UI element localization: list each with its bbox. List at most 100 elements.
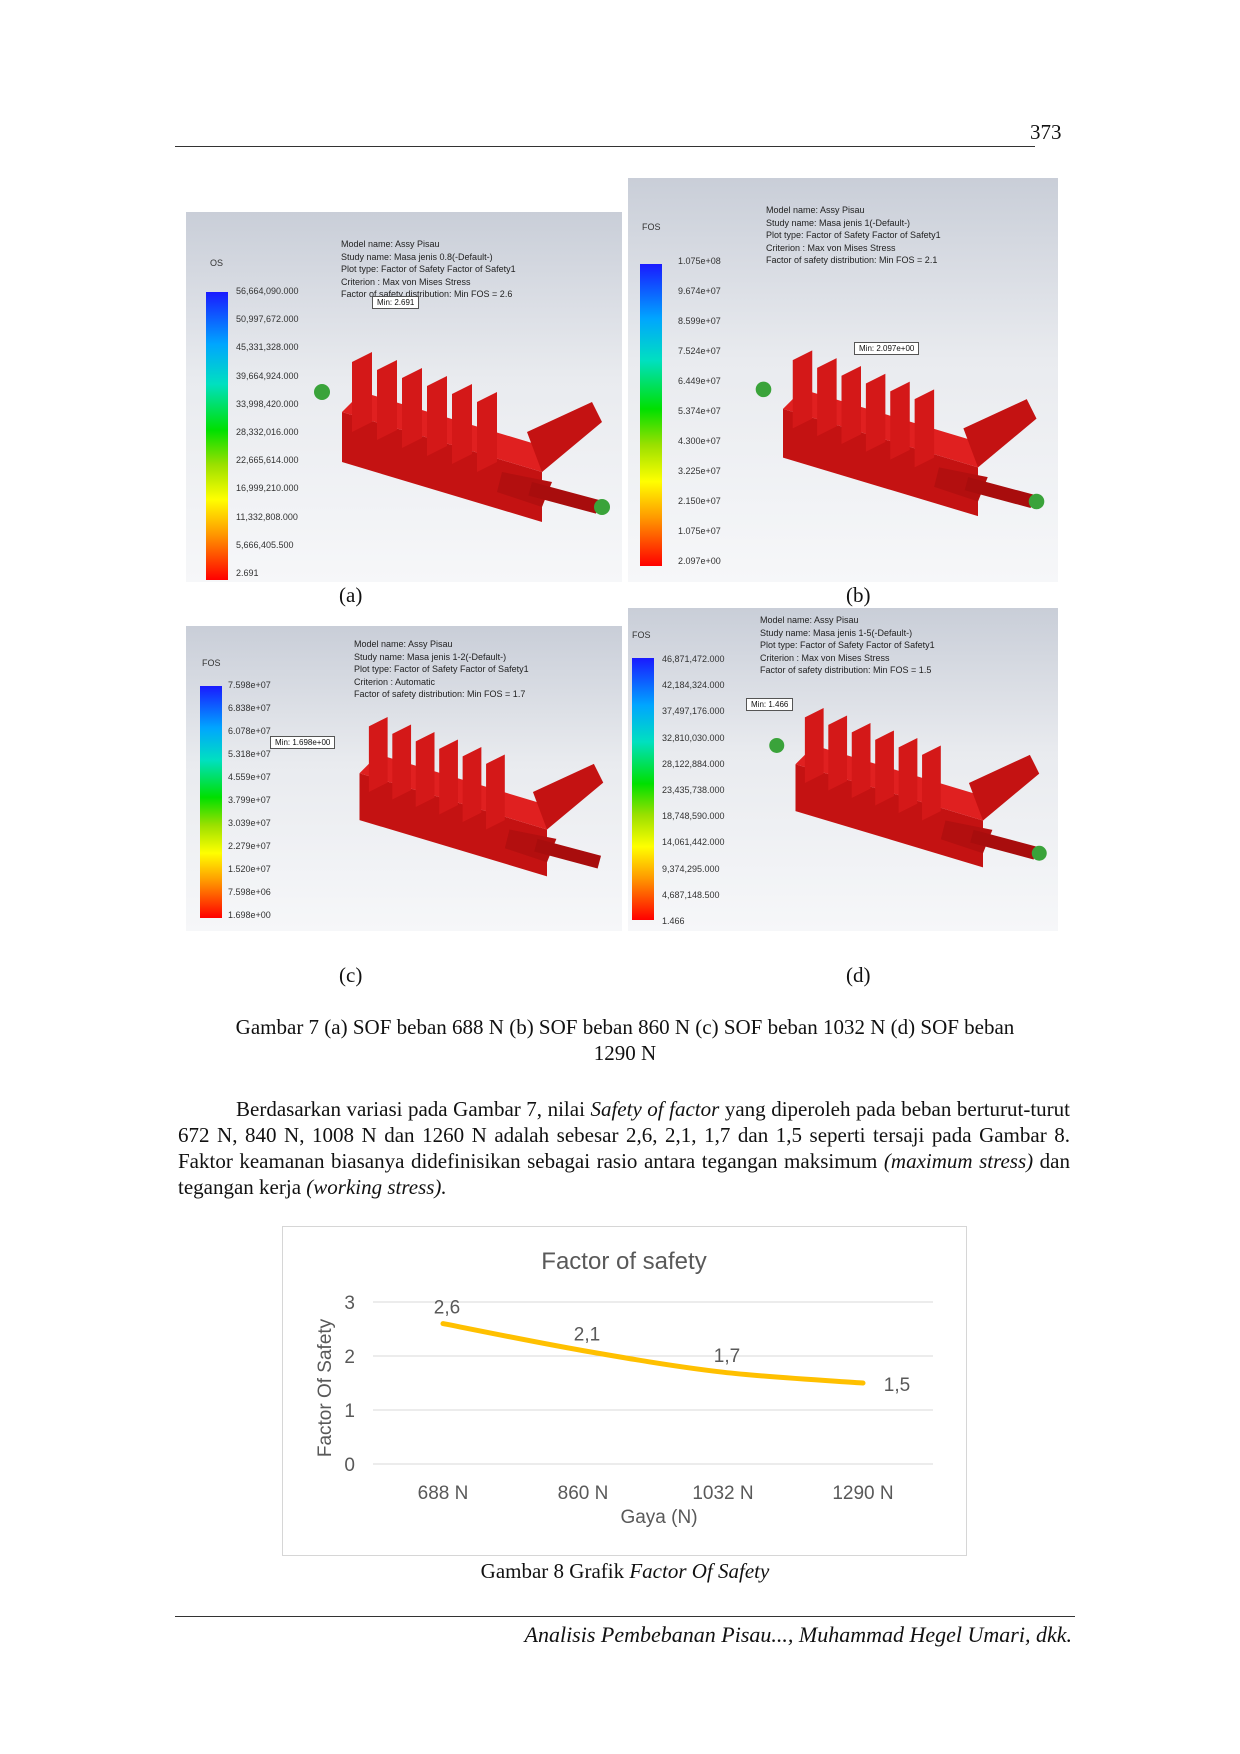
subfigure-label-b: (b): [846, 583, 871, 607]
tick-label: 7.524e+07: [678, 346, 721, 356]
fos-label: OS: [210, 258, 224, 268]
data-point: [862, 1382, 864, 1384]
fos-label: FOS: [642, 222, 661, 232]
footer-rule: [175, 1616, 1075, 1617]
data-label: 2,1: [574, 1325, 600, 1346]
tick-label: 1.075e+07: [678, 526, 721, 536]
subfigure-label-c: (c): [339, 963, 363, 987]
info-line: Model name: Assy Pisau: [760, 615, 859, 625]
info-line: Model name: Assy Pisau: [766, 205, 865, 215]
tick-label: 1.698e+00: [228, 910, 271, 920]
y-tick-labels: 0 1 2 3: [344, 1293, 355, 1476]
study-info: Model name: Assy Pisau Study name: Masa …: [354, 638, 529, 701]
data-labels: 2,6 2,1 1,7 1,5: [434, 1298, 910, 1396]
x-tick-labels: 688 N 860 N 1032 N 1290 N: [418, 1483, 894, 1504]
info-line: Study name: Masa jenis 0.8(-Default-): [341, 251, 493, 262]
fos-colorbar: [632, 658, 654, 920]
tick-label: 1.466: [662, 915, 685, 926]
y-axis-label: Factor Of Safety: [315, 1318, 336, 1457]
text-emphasis: (maximum stress): [883, 1149, 1034, 1173]
y-tick-label: 2: [344, 1347, 355, 1368]
blade-assembly-model: [755, 350, 1045, 517]
tick-label: 5.374e+07: [678, 406, 721, 416]
colorbar-ticks: 7.598e+07 6.838e+07 6.078e+07 5.318e+07 …: [228, 680, 271, 920]
study-info: Model name: Assy Pisau Study name: Masa …: [760, 614, 935, 677]
x-tick-label: 860 N: [558, 1483, 609, 1504]
caption-line: Gambar 7 (a) SOF beban 688 N (b) SOF beb…: [235, 1015, 1015, 1039]
tick-label: 4,687,148.500: [662, 889, 720, 900]
min-value-tag: Min: 2.691: [372, 296, 420, 309]
blade-assembly-model: [359, 716, 604, 877]
fos-panel-a: OS Model name: Assy Pisau Study name: Ma…: [186, 212, 622, 582]
info-line: Criterion : Automatic: [354, 676, 436, 687]
blade-assembly-model: [769, 707, 1047, 868]
tick-label: 56,664,090.000: [236, 286, 299, 296]
y-tick-label: 0: [344, 1455, 355, 1476]
tick-label: 9.674e+07: [678, 286, 721, 296]
tick-label: 7.598e+07: [228, 680, 271, 690]
colorbar-ticks: 56,664,090.000 50,997,672.000 45,331,328…: [236, 286, 299, 578]
figure7-caption: Gambar 7 (a) SOF beban 688 N (b) SOF beb…: [175, 1014, 1075, 1066]
tick-label: 4.559e+07: [228, 772, 271, 782]
series-line: [440, 1321, 866, 1386]
tick-label: 6.078e+07: [228, 726, 271, 736]
tick-label: 28,122,884.000: [662, 758, 725, 769]
tick-label: 16,999,210.000: [236, 483, 299, 494]
min-value-tag: Min: 2.097e+00: [854, 342, 920, 355]
data-point: [442, 1322, 444, 1325]
tick-label: 3.225e+07: [678, 466, 721, 476]
subfigure-label-a: (a): [339, 583, 363, 607]
fos-line-chart: Factor of safety Factor Of Safety Gaya (…: [282, 1226, 967, 1556]
fos-colorbar: [206, 292, 228, 580]
min-value-tag: Min: 1.698e+00: [270, 736, 336, 749]
x-tick-label: 1290 N: [832, 1483, 893, 1504]
info-line: Study name: Masa jenis 1(-Default-): [766, 217, 911, 228]
tick-label: 2.691: [236, 567, 259, 578]
data-label: 1,7: [714, 1346, 740, 1367]
tick-label: 14,061,442.000: [662, 837, 725, 848]
tick-label: 4.300e+07: [678, 436, 721, 446]
info-line: Criterion : Max von Mises Stress: [760, 652, 890, 663]
info-line: Model name: Assy Pisau: [354, 639, 453, 649]
info-line: Model name: Assy Pisau: [341, 239, 440, 249]
data-label: 2,6: [434, 1298, 460, 1319]
blade-assembly-model: [314, 352, 610, 522]
info-line: Study name: Masa jenis 1-2(-Default-): [354, 651, 507, 662]
tick-label: 46,871,472.000: [662, 654, 725, 664]
x-tick-label: 1032 N: [692, 1483, 753, 1504]
info-line: Factor of safety distribution: Min FOS =…: [341, 289, 513, 299]
study-info: Model name: Assy Pisau Study name: Masa …: [341, 238, 516, 301]
tick-label: 42,184,324.000: [662, 680, 725, 691]
tick-label: 11,332,808.000: [236, 511, 298, 522]
fos-panel-c: FOS Model name: Assy Pisau Study name: M…: [186, 626, 622, 931]
tick-label: 2.279e+07: [228, 841, 271, 851]
tick-label: 2.097e+00: [678, 556, 721, 566]
fos-colorbar: [640, 264, 662, 566]
info-line: Plot type: Factor of Safety Factor of Sa…: [760, 640, 935, 650]
x-axis-label: Gaya (N): [620, 1507, 697, 1528]
tick-label: 5.318e+07: [228, 749, 271, 759]
tick-label: 45,331,328.000: [236, 342, 299, 353]
tick-label: 18,748,590.000: [662, 811, 725, 822]
chart-series: [440, 1321, 866, 1386]
body-paragraph: Berdasarkan variasi pada Gambar 7, nilai…: [178, 1096, 1070, 1200]
subfigure-label-d: (d): [846, 963, 871, 987]
caption-line: 1290 N: [593, 1041, 657, 1065]
info-line: Study name: Masa jenis 1-5(-Default-): [760, 627, 913, 638]
text-emphasis: (working stress).: [306, 1175, 447, 1199]
tick-label: 3.039e+07: [228, 818, 271, 828]
x-tick-label: 688 N: [418, 1483, 469, 1504]
data-label: 1,5: [884, 1375, 910, 1396]
tick-label: 1.075e+08: [678, 256, 721, 266]
info-line: Plot type: Factor of Safety Factor of Sa…: [341, 264, 516, 274]
info-line: Criterion : Max von Mises Stress: [766, 242, 896, 253]
chart-gridlines: [373, 1301, 933, 1465]
colorbar-ticks: 1.075e+08 9.674e+07 8.599e+07 7.524e+07 …: [678, 256, 721, 566]
tick-label: 37,497,176.000: [662, 706, 725, 717]
tick-label: 5,666,405.500: [236, 539, 294, 550]
running-footer: Analisis Pembebanan Pisau..., Muhammad H…: [524, 1622, 1072, 1647]
tick-label: 1.520e+07: [228, 864, 271, 874]
tick-label: 8.599e+07: [678, 316, 721, 326]
figure8-caption: Gambar 8 Grafik Factor Of Safety: [175, 1558, 1075, 1584]
fos-colorbar: [200, 686, 222, 918]
